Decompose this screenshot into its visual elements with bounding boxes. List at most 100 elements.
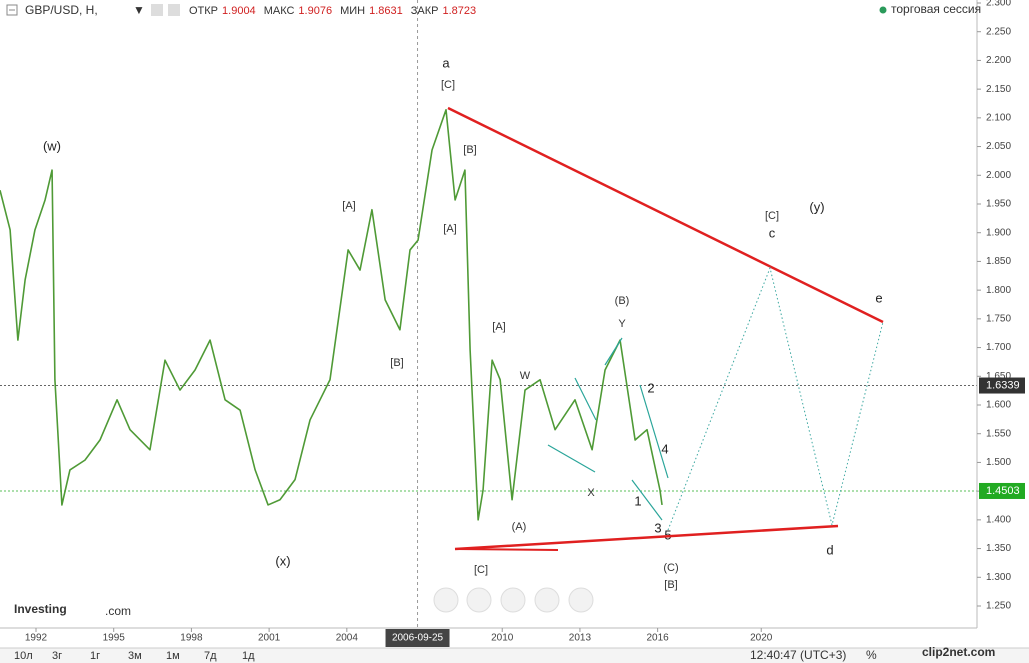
- y-tick-label: 1.750: [986, 313, 1011, 324]
- x-tick-label: 1998: [180, 633, 203, 644]
- wave-label: [A]: [492, 321, 505, 333]
- wave-label: a: [442, 55, 450, 70]
- y-tick-label: 2.100: [986, 112, 1011, 123]
- x-tick-label: 2001: [258, 633, 281, 644]
- x-tick-label: 2004: [336, 633, 359, 644]
- wave-label: [C]: [765, 210, 779, 222]
- y-tick-label: 2.150: [986, 84, 1011, 95]
- wave-label: d: [826, 542, 833, 557]
- logo-suffix: .com: [105, 604, 131, 618]
- logo-name: Investing: [14, 602, 67, 616]
- nav-button[interactable]: [534, 587, 560, 613]
- wave-label: X: [587, 487, 595, 499]
- clock: 12:40:47 (UTC+3): [750, 648, 846, 662]
- wave-label: [A]: [443, 223, 456, 235]
- ohlc-value: 1.8723: [442, 5, 476, 17]
- nav-button[interactable]: [433, 587, 459, 613]
- timeframe-button[interactable]: 1д: [242, 650, 255, 662]
- trend-line: [454, 524, 839, 551]
- y-tick-label: 1.800: [986, 285, 1011, 296]
- wave-label: e: [875, 290, 882, 305]
- wave-label: 1: [634, 493, 641, 508]
- settings-button[interactable]: [168, 4, 180, 16]
- session-dot: [879, 6, 887, 14]
- session-label: торговая сессия: [891, 2, 981, 16]
- wave-label: (B): [615, 295, 630, 307]
- wave-label: 2: [647, 380, 654, 395]
- x-axis-panel: [0, 628, 977, 648]
- wave-label: (w): [43, 138, 61, 153]
- wave-label: c: [769, 225, 776, 240]
- forecast-path: [667, 266, 884, 531]
- y-tick-label: 1.550: [986, 428, 1011, 439]
- settings-button[interactable]: [151, 4, 163, 16]
- footer: [0, 648, 1029, 663]
- ohlc-value: 1.8631: [369, 5, 403, 17]
- y-tick-label: 2.000: [986, 170, 1011, 181]
- channels: [547, 337, 669, 521]
- symbol: GBP/USD, H,: [25, 3, 98, 17]
- nav-button[interactable]: [466, 587, 492, 613]
- crosshair-label-bg: [385, 629, 450, 647]
- wave-label: (x): [275, 553, 290, 568]
- crosshair-label: 2006-09-25: [392, 633, 444, 644]
- y-tick-label: 1.300: [986, 572, 1011, 583]
- drawings: [447, 106, 884, 551]
- timeframe-button[interactable]: 10л: [14, 650, 33, 662]
- wave-label: [C]: [441, 79, 455, 91]
- ohlc-label: ЗАКР: [411, 5, 439, 17]
- wave-label: [B]: [463, 144, 476, 156]
- y-tick-label: 2.200: [986, 55, 1011, 66]
- nav-button[interactable]: [568, 587, 594, 613]
- timeframe-button[interactable]: 3м: [128, 650, 142, 662]
- y-tick-label: 1.700: [986, 342, 1011, 353]
- wave-label: [A]: [342, 200, 355, 212]
- price-tag: 1.6339: [986, 379, 1020, 391]
- y-tick-label: 1.650: [986, 371, 1011, 382]
- timeframe-button[interactable]: 3г: [52, 650, 62, 662]
- y-tick-label: 1.900: [986, 227, 1011, 238]
- wave-label: 5: [664, 527, 671, 542]
- x-tick-label: 2020: [750, 633, 773, 644]
- price-tag: 1.4503: [986, 485, 1020, 497]
- x-tick-label: 2013: [569, 633, 592, 644]
- nav-button[interactable]: [500, 587, 526, 613]
- ohlc-label: ОТКР: [189, 5, 218, 17]
- y-tick-label: 1.600: [986, 400, 1011, 411]
- ohlc-label: МАКС: [264, 5, 295, 17]
- ohlc-value: 1.9004: [222, 5, 256, 17]
- wave-label: [B]: [390, 357, 403, 369]
- y-tick-label: 1.950: [986, 199, 1011, 210]
- nav-buttons: [433, 587, 594, 613]
- price-tag-bg: [979, 482, 1025, 499]
- percent-toggle[interactable]: %: [866, 648, 877, 662]
- timeframe-button[interactable]: 1м: [166, 650, 180, 662]
- wave-label: [B]: [664, 579, 677, 591]
- y-tick-label: 1.250: [986, 601, 1011, 612]
- wave-label: W: [520, 370, 531, 382]
- timeframe-button[interactable]: 7д: [204, 650, 217, 662]
- ohlc-value: 1.9076: [298, 5, 332, 17]
- wave-label: (A): [512, 521, 527, 533]
- y-tick-label: 1.400: [986, 514, 1011, 525]
- y-axis-panel: [977, 0, 1029, 628]
- price-tag-bg: [979, 377, 1025, 394]
- wave-label: 4: [661, 441, 668, 456]
- x-tick-label: 1992: [25, 633, 48, 644]
- timeframe-button[interactable]: 1г: [90, 650, 100, 662]
- wave-label: Y: [618, 318, 626, 330]
- y-tick-label: 2.250: [986, 26, 1011, 37]
- wave-label: [C]: [474, 564, 488, 576]
- wave-label: (y): [809, 199, 824, 214]
- logo: Investing .com: [14, 602, 131, 618]
- wave-label: 3: [654, 520, 661, 535]
- trend-line: [454, 548, 559, 551]
- y-tick-label: 1.850: [986, 256, 1011, 267]
- collapse-button[interactable]: [6, 4, 18, 16]
- ohlc-label: МИН: [340, 5, 365, 17]
- price-line-series: [0, 109, 663, 521]
- y-tick-label: 1.500: [986, 457, 1011, 468]
- header: GBP/USD, H, ▼ ОТКР 1.9004 МАКС 1.9076 МИН 1.8…: [6, 2, 981, 17]
- dropdown[interactable]: ▼: [133, 3, 145, 17]
